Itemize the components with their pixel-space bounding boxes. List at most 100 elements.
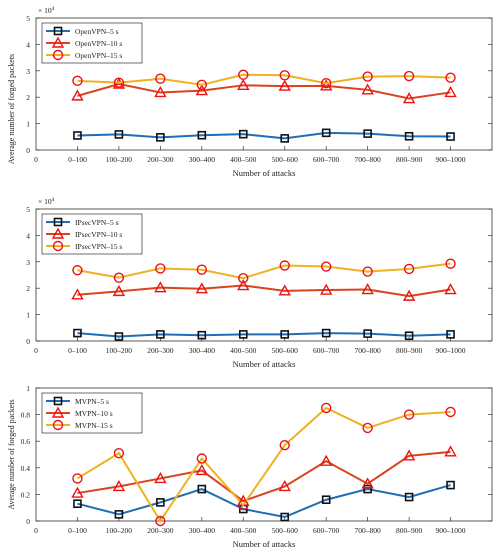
series-1 bbox=[73, 480, 455, 522]
data-point bbox=[279, 70, 290, 81]
data-point bbox=[238, 499, 249, 511]
legend-marker bbox=[52, 419, 64, 431]
y-tick-label: 2 bbox=[26, 93, 30, 102]
series-line bbox=[77, 484, 451, 519]
data-point bbox=[238, 69, 249, 80]
data-point bbox=[444, 445, 457, 457]
data-point bbox=[195, 282, 209, 294]
legend-label: IPsecVPN–10 s bbox=[75, 230, 122, 239]
data-point bbox=[445, 258, 456, 269]
x-tick-label: 200–300 bbox=[147, 526, 174, 535]
plot-frame bbox=[35, 387, 493, 522]
data-point bbox=[154, 86, 167, 98]
legend-label: OpenVPN–10 s bbox=[75, 39, 122, 48]
data-point bbox=[321, 328, 331, 338]
data-point bbox=[72, 473, 83, 484]
x-tick-label: 400–500 bbox=[230, 346, 257, 355]
y-tick-label: 0.8 bbox=[21, 411, 31, 420]
x-tick-label: 200–300 bbox=[147, 155, 174, 164]
data-point bbox=[113, 77, 125, 88]
data-point bbox=[404, 492, 414, 502]
legend-label: OpenVPN–15 s bbox=[75, 51, 122, 60]
data-point bbox=[114, 130, 124, 139]
legend-label: IPsecVPN–15 s bbox=[75, 242, 122, 251]
legend-label: OpenVPN–5 s bbox=[75, 27, 119, 36]
legend-marker bbox=[53, 26, 63, 36]
x-tick-label: 200–300 bbox=[147, 346, 174, 355]
data-point bbox=[278, 79, 291, 91]
data-point bbox=[362, 71, 373, 82]
data-point bbox=[73, 499, 82, 509]
data-point bbox=[154, 471, 167, 484]
data-point bbox=[71, 288, 84, 300]
data-point bbox=[321, 495, 331, 505]
data-point bbox=[114, 332, 124, 341]
data-point bbox=[197, 330, 207, 340]
x-tick-label: 800–900 bbox=[396, 526, 423, 535]
legend-marker bbox=[53, 217, 63, 227]
data-point bbox=[445, 406, 456, 418]
data-point bbox=[156, 133, 165, 142]
y-tick-label: 2 bbox=[26, 284, 30, 293]
data-point bbox=[113, 447, 125, 459]
x-tick-label: 100–200 bbox=[106, 346, 133, 355]
series-1 bbox=[73, 128, 455, 143]
y-tick-label: 0.2 bbox=[21, 490, 31, 499]
legend-marker bbox=[53, 396, 63, 406]
series-line bbox=[77, 332, 451, 338]
data-point bbox=[361, 477, 374, 489]
data-point bbox=[320, 78, 332, 89]
y-tick-label: 5 bbox=[26, 205, 30, 214]
data-point bbox=[237, 78, 250, 91]
legend-label: MVPN–15 s bbox=[75, 421, 113, 430]
data-point bbox=[72, 75, 83, 87]
data-point bbox=[320, 402, 332, 414]
y-tick-label: 4 bbox=[26, 231, 30, 240]
legend-marker bbox=[51, 406, 65, 418]
legend-marker bbox=[51, 36, 65, 48]
data-point bbox=[154, 281, 167, 293]
data-point bbox=[404, 331, 414, 341]
data-point bbox=[155, 263, 166, 274]
data-point bbox=[319, 79, 333, 91]
y-tick-label: 4 bbox=[26, 40, 30, 49]
data-point bbox=[196, 79, 208, 90]
x-tick-label: 400–500 bbox=[230, 526, 257, 535]
plot-frame bbox=[35, 17, 493, 151]
plot-frame bbox=[35, 208, 493, 342]
exponent-label: × 104 bbox=[38, 197, 55, 206]
x-tick-label: 100–200 bbox=[106, 526, 133, 535]
x-tick-label: 700–800 bbox=[355, 526, 382, 535]
data-point bbox=[238, 272, 249, 284]
data-point bbox=[402, 449, 416, 461]
data-point bbox=[363, 329, 372, 338]
series-line bbox=[77, 284, 451, 298]
series-3 bbox=[72, 402, 456, 527]
data-point bbox=[71, 486, 84, 498]
x-tick-label: 800–900 bbox=[396, 346, 423, 355]
data-point bbox=[197, 484, 207, 494]
data-point bbox=[361, 83, 374, 95]
x-tick-label: 300–400 bbox=[189, 346, 216, 355]
data-point bbox=[279, 260, 290, 271]
data-point bbox=[319, 283, 333, 295]
x-axis-label: Number of attacks bbox=[233, 539, 296, 549]
data-point bbox=[278, 284, 291, 296]
series-line bbox=[77, 82, 451, 100]
data-point bbox=[320, 261, 332, 272]
legend: OpenVPN–5 s OpenVPN–10 s OpenVPN–15 s bbox=[41, 22, 143, 64]
data-point bbox=[404, 131, 414, 141]
exponent-label: × 104 bbox=[38, 6, 55, 15]
chart-panel-1: 0 1 2 3 4 5 0 0–100 100–200 200–300 300–400 400–500… bbox=[7, 6, 493, 178]
legend-marker bbox=[52, 240, 64, 252]
y-tick-label: 0 bbox=[26, 517, 30, 526]
x-tick-label: 600–700 bbox=[313, 526, 340, 535]
data-point bbox=[114, 510, 124, 519]
legend-label: MVPN–5 s bbox=[75, 397, 109, 406]
series-3 bbox=[72, 69, 456, 90]
y-tick-label: 5 bbox=[26, 14, 30, 23]
y-tick-label: 0 bbox=[26, 146, 30, 155]
data-point bbox=[444, 283, 457, 295]
data-point bbox=[362, 422, 373, 434]
